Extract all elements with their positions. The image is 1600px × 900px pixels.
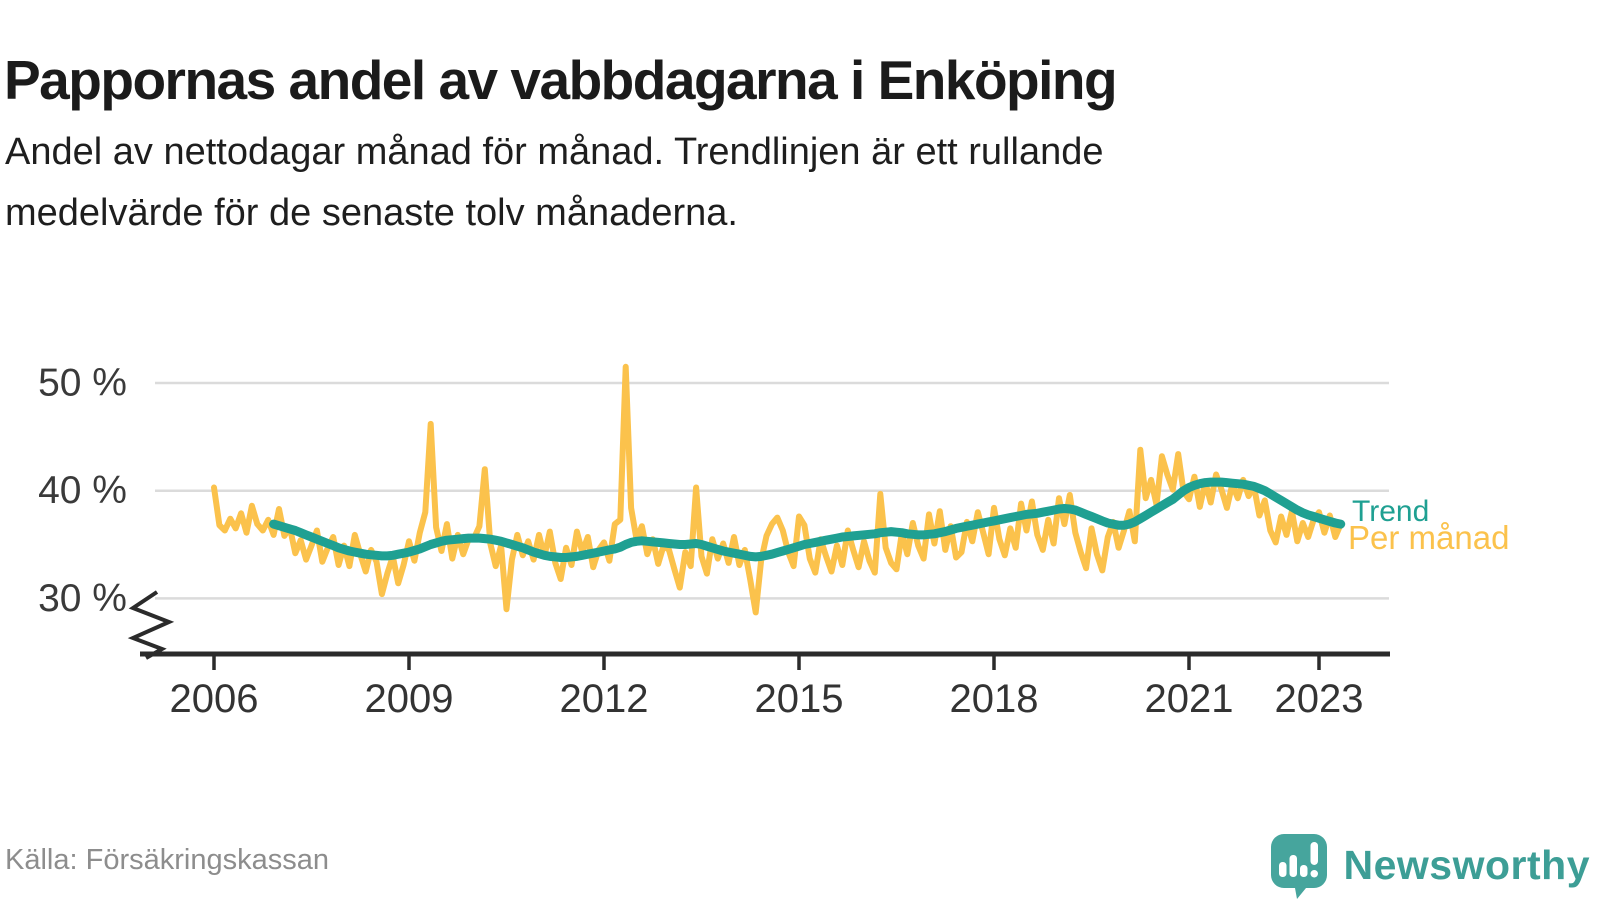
y-axis-break-icon bbox=[127, 590, 175, 660]
bar-chart-glyph bbox=[1278, 842, 1318, 878]
brand-name: Newsworthy bbox=[1343, 842, 1590, 888]
chart-subtitle-line-2: medelvärde för de senaste tolv månaderna… bbox=[5, 192, 738, 234]
newsworthy-logo-icon bbox=[1270, 834, 1327, 899]
chart-subtitle-line-1: Andel av nettodagar månad för månad. Tre… bbox=[5, 131, 1104, 173]
axis-layer: 2006 2009 2012 2015 2018 2021 2023 bbox=[127, 590, 1390, 721]
legend-label-trend: Trend bbox=[1352, 495, 1429, 528]
monthly-line bbox=[211, 363, 1344, 616]
y-axis-tick-label: 30 % bbox=[38, 577, 127, 620]
legend-label-per-manad: Per månad bbox=[1348, 519, 1509, 556]
page-title: Pappornas andel av vabbdagarna i Enköpin… bbox=[4, 48, 1118, 111]
trend-line bbox=[269, 477, 1346, 562]
x-axis-tick-label: 2021 bbox=[1145, 677, 1234, 721]
x-axis-tick-label: 2015 bbox=[755, 677, 844, 721]
source-note: Källa: Försäkringskassan bbox=[5, 844, 329, 876]
chart-subtitle: Andel av nettodagar månad för månad. Tre… bbox=[5, 122, 1505, 244]
y-axis-tick-label: 40 % bbox=[38, 469, 127, 512]
x-axis-tick-label: 2006 bbox=[170, 677, 259, 721]
brand-lockup: Newsworthy bbox=[1267, 832, 1591, 899]
x-axis-tick-label: 2012 bbox=[560, 677, 649, 721]
x-axis-tick-label: 2023 bbox=[1275, 677, 1364, 721]
y-axis-tick-label: 50 % bbox=[38, 362, 127, 405]
x-axis-tick-label: 2018 bbox=[950, 677, 1039, 721]
x-axis-tick-label: 2009 bbox=[365, 677, 454, 721]
series-layer bbox=[211, 363, 1346, 616]
